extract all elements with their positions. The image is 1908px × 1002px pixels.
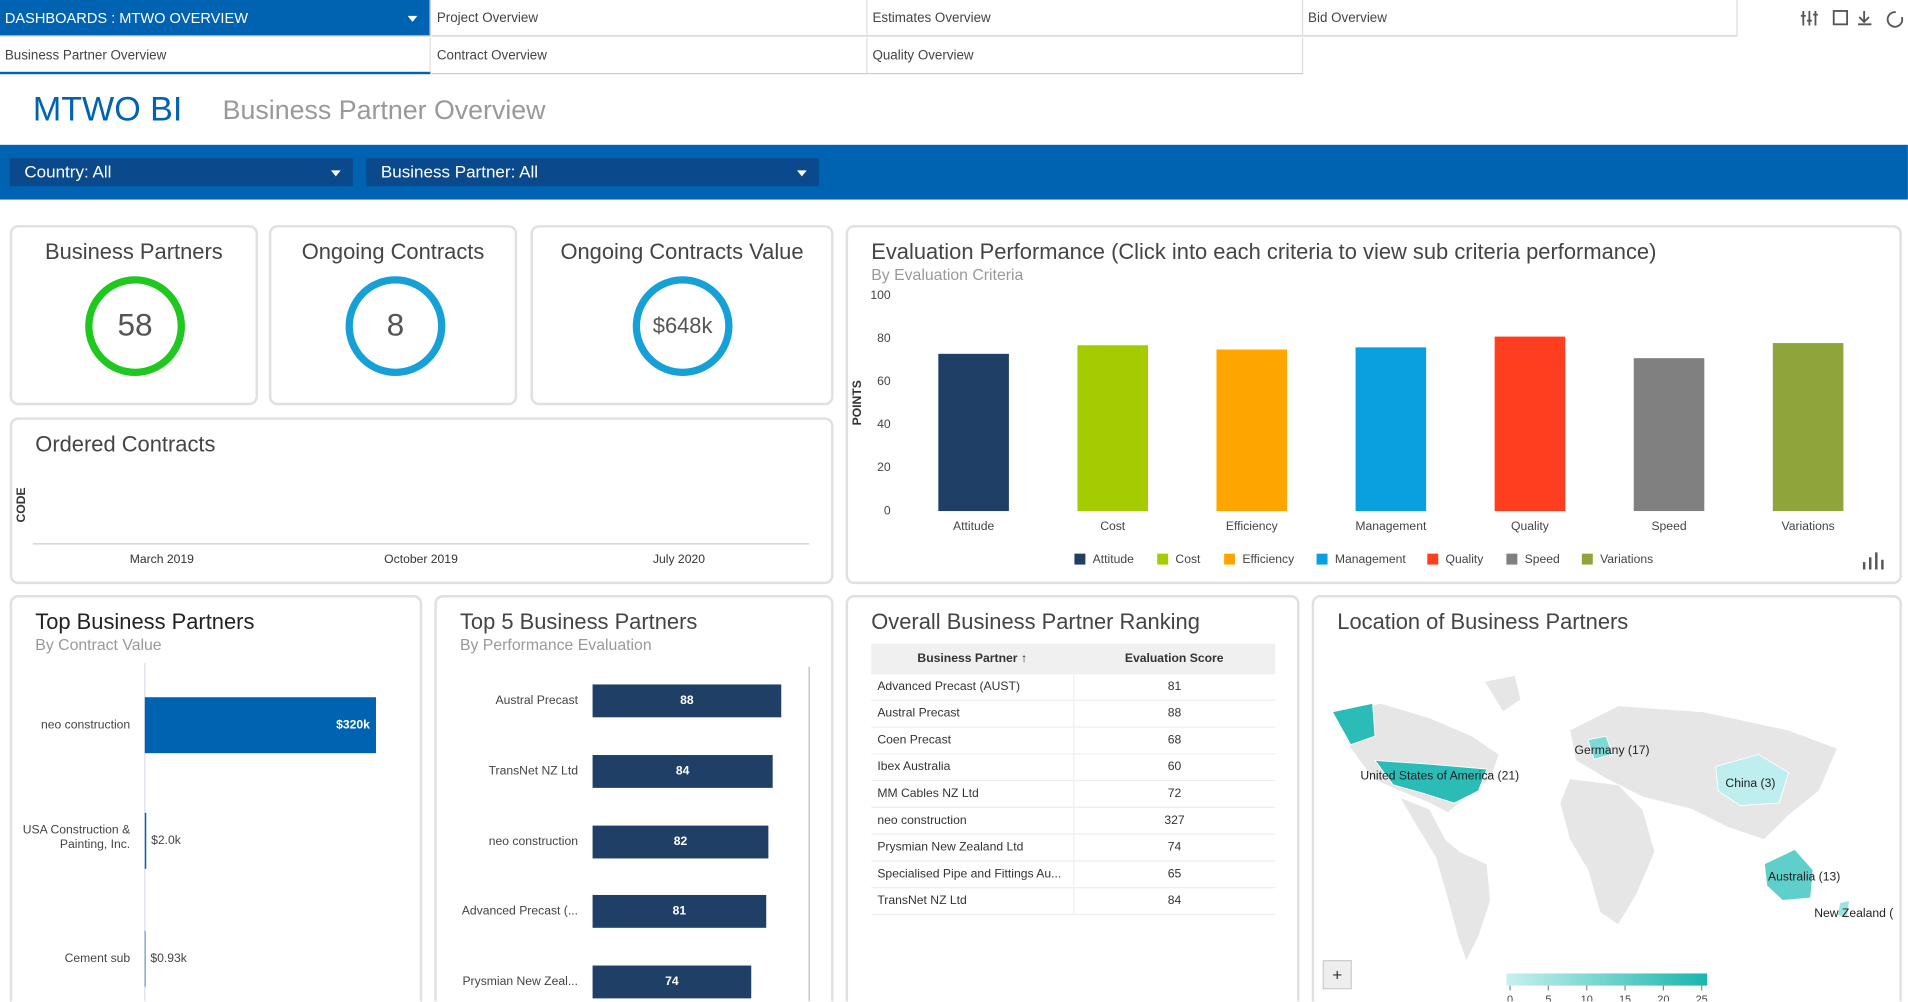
filter-label: Business Partner: All <box>381 162 538 181</box>
page-title: Business Partner Overview <box>223 95 546 127</box>
table-cell: 88 <box>1073 700 1275 727</box>
panel: Top Business Partners By Contract Value <box>10 595 422 1001</box>
dashboard-select[interactable]: DASHBOARDS : MTWO OVERVIEW <box>0 0 431 37</box>
kpi-card: Ongoing Contracts Value <box>531 225 834 405</box>
table-cell: TransNet NZ Ltd <box>871 888 1073 915</box>
header-row: Business Partner ↑Evaluation Score <box>871 644 1275 674</box>
table-cell: Austral Precast <box>871 700 1073 727</box>
panel: Ordered Contracts <box>10 417 834 584</box>
table-cell: Advanced Precast (AUST) <box>871 673 1073 700</box>
table-cell: 72 <box>1073 781 1275 808</box>
table-cell: 84 <box>1073 888 1275 915</box>
panel-title: Ordered Contracts <box>35 432 215 458</box>
table-cell: Coen Precast <box>871 727 1073 754</box>
table-cell: 60 <box>1073 754 1275 781</box>
ranking-table: Business Partner ↑Evaluation ScoreAdvanc… <box>871 644 1275 915</box>
table-cell: 68 <box>1073 727 1275 754</box>
panel-subtitle: By Contract Value <box>35 635 161 653</box>
table-cell: Specialised Pipe and Fittings Au... <box>871 861 1073 888</box>
panel[interactable]: Evaluation Performance (Click into each … <box>846 225 1902 584</box>
table-cell: 74 <box>1073 834 1275 861</box>
table-cell: neo construction <box>871 807 1073 834</box>
table-row: Specialised Pipe and Fittings Au...65 <box>871 861 1275 888</box>
panel-title: Location of Business Partners <box>1337 610 1628 636</box>
table-cell: Ibex Australia <box>871 754 1073 781</box>
table-row: Coen Precast68 <box>871 727 1275 754</box>
filter-label: Country: All <box>24 162 111 181</box>
table-row: Austral Precast88 <box>871 700 1275 727</box>
table-row: Advanced Precast (AUST)81 <box>871 673 1275 700</box>
tab[interactable]: Bid Overview <box>1303 0 1737 37</box>
panel-title: Top 5 Business Partners <box>460 610 697 636</box>
table-cell: 81 <box>1073 673 1275 700</box>
panel-title: Top Business Partners <box>35 610 254 636</box>
filter[interactable]: Country: All <box>10 158 353 186</box>
table-row: Ibex Australia60 <box>871 754 1275 781</box>
table-row: TransNet NZ Ltd84 <box>871 888 1275 915</box>
panel-title: Evaluation Performance (Click into each … <box>871 240 1656 266</box>
toolbar-icons[interactable] <box>1798 7 1908 31</box>
table-cell: MM Cables NZ Ltd <box>871 781 1073 808</box>
panel: Top 5 Business Partners By Performance E… <box>434 595 833 1001</box>
table-cell: 327 <box>1073 807 1275 834</box>
panel-title: Overall Business Partner Ranking <box>871 610 1200 636</box>
kpi-title: Ongoing Contracts <box>271 240 514 266</box>
tab[interactable]: Contract Overview <box>432 38 868 75</box>
tab[interactable]: Quality Overview <box>868 38 1304 75</box>
kpi-title: Ongoing Contracts Value <box>533 240 831 266</box>
table-row: MM Cables NZ Ltd72 <box>871 781 1275 808</box>
sort-icon[interactable]: ↑ <box>1018 652 1027 665</box>
kpi-card: Ongoing Contracts <box>269 225 517 405</box>
table-row: Prysmian New Zealand Ltd74 <box>871 834 1275 861</box>
panel: Overall Business Partner Ranking Busines… <box>846 595 1300 1001</box>
table-row: neo construction327 <box>871 807 1275 834</box>
tab[interactable]: Estimates Overview <box>868 0 1304 37</box>
kpi-title: Business Partners <box>12 240 255 266</box>
column-header[interactable]: Evaluation Score <box>1073 644 1275 674</box>
dashboard-select-label: DASHBOARDS : MTWO OVERVIEW <box>5 10 248 27</box>
zoom-in[interactable]: + <box>1323 960 1352 989</box>
brand: MTWO BI <box>33 90 183 129</box>
tab[interactable]: Project Overview <box>432 0 868 37</box>
kpi-card: Business Partners <box>10 225 258 405</box>
table-cell: 65 <box>1073 861 1275 888</box>
column-header[interactable]: Business Partner ↑ <box>871 644 1073 674</box>
tab-active[interactable]: Business Partner Overview <box>0 38 431 75</box>
panel-subtitle: By Evaluation Criteria <box>871 265 1023 283</box>
table-cell: Prysmian New Zealand Ltd <box>871 834 1073 861</box>
filter[interactable]: Business Partner: All <box>366 158 819 186</box>
panel: Location of Business Partners + <box>1312 595 1902 1001</box>
panel-subtitle: By Performance Evaluation <box>460 635 652 653</box>
